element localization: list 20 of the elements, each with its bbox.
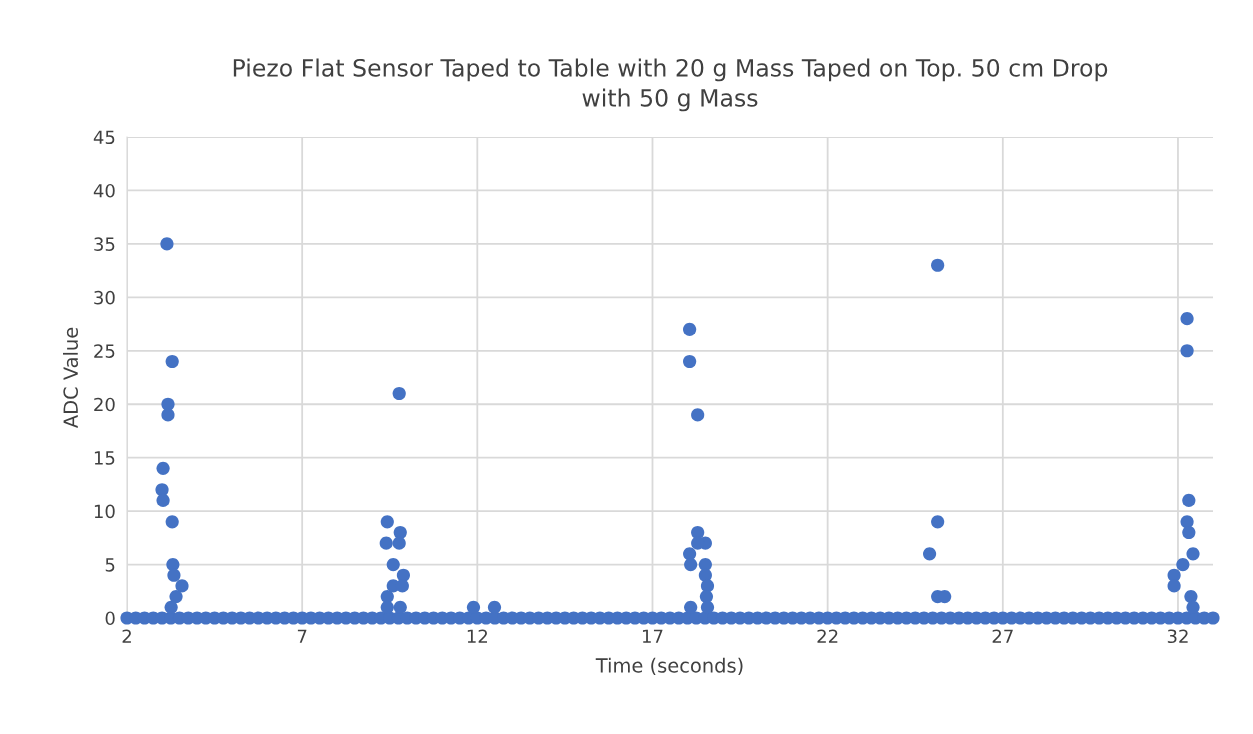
- y-tick-label: 45: [93, 130, 115, 145]
- x-tick-label: 12: [467, 629, 487, 643]
- chart-title: Piezo Flat Sensor Taped to Table with 20 g Mass Taped on Top. 50 cm Drop with 50 g Mass: [233, 58, 1108, 112]
- y-tick-label: 20: [94, 397, 115, 412]
- x-tick-label: 17: [642, 629, 663, 643]
- y-tick-label: 25: [94, 344, 115, 358]
- y-tick-label: 35: [94, 237, 115, 252]
- x-tick-label: 7: [297, 629, 307, 643]
- x-tick-label: 32: [1167, 629, 1188, 644]
- y-axis-title: ADC Value: [62, 327, 79, 429]
- y-tick-label: 15: [94, 451, 115, 465]
- y-tick-label: 0: [105, 611, 115, 626]
- x-tick-label: 27: [992, 629, 1013, 643]
- y-tick-label: 40: [93, 183, 115, 198]
- x-tick-label: 2: [122, 629, 131, 643]
- x-axis-title: Time (seconds): [595, 657, 743, 676]
- y-tick-label: 30: [94, 290, 115, 305]
- y-tick-label: 5: [105, 558, 115, 572]
- y-tick-label: 10: [94, 504, 115, 519]
- x-tick-label: 22: [817, 629, 838, 643]
